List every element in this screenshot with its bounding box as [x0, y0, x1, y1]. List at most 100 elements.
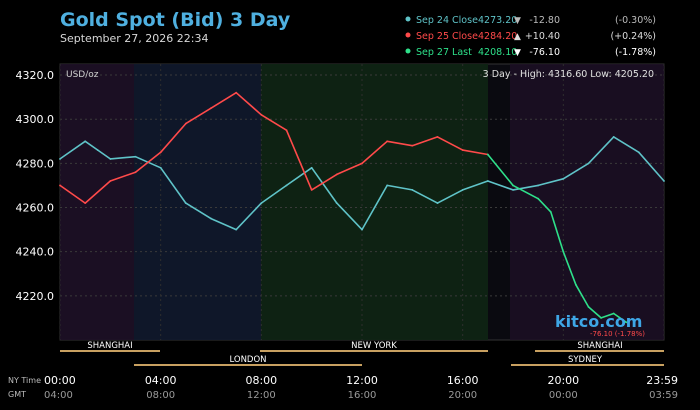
- session-bar-shanghai: [60, 350, 160, 352]
- x-axis: 00:00 04:00 04:00 08:00 08:00 12:00 12:00 16:00…: [44, 374, 678, 401]
- x-tick-label-gmt: 00:00: [549, 390, 578, 401]
- x-tick-label-gmt: 12:00: [247, 390, 276, 401]
- series-point: [59, 184, 61, 187]
- series-point: [235, 228, 238, 231]
- series-point: [84, 140, 87, 143]
- legend-price: 4273.20: [478, 15, 517, 26]
- series-point: [436, 135, 439, 138]
- y-tick-label: 4260.0: [16, 202, 55, 215]
- series-group: [59, 91, 665, 324]
- legend-change: -76.10: [529, 47, 560, 58]
- series-point: [386, 184, 389, 187]
- chart-datetime: September 27, 2026 22:34: [60, 32, 208, 45]
- session-label-shanghai: SHANGHAI: [87, 341, 132, 351]
- series-point: [96, 149, 99, 152]
- series-point: [537, 197, 540, 200]
- legend-change: -12.80: [529, 15, 560, 26]
- session-bar-newyork: [260, 350, 488, 352]
- series-point: [562, 250, 565, 253]
- legend-label: Sep 27 Last: [416, 47, 472, 58]
- series-point: [235, 91, 238, 94]
- series-point: [386, 140, 389, 143]
- x-tick-label-gmt: 20:00: [448, 390, 477, 401]
- x-tick-label-gmt: 08:00: [146, 390, 175, 401]
- legend-arrow-icon: ▼: [514, 16, 521, 26]
- series-point: [612, 312, 615, 315]
- session-label-shanghai-2: SHANGHAI: [577, 341, 622, 351]
- series-point: [310, 188, 313, 191]
- x-tick-label-ny: 20:00: [547, 374, 579, 387]
- watermark-logo: kitco.com: [555, 312, 642, 331]
- session-shade-asia-2: [510, 64, 664, 340]
- gmt-label: GMT: [8, 390, 26, 399]
- x-tick-label-gmt: 16:00: [348, 390, 377, 401]
- legend-item-sep25: Sep 25 Close 4284.20 ▲ +10.40 (+0.24%): [405, 31, 656, 42]
- series-point: [411, 144, 414, 147]
- unit-label: USD/oz: [66, 70, 99, 80]
- legend-arrow-icon: ▼: [514, 48, 521, 58]
- series-point: [310, 166, 313, 169]
- series-point: [285, 184, 288, 187]
- session-label-newyork: NEW YORK: [351, 341, 397, 351]
- y-axis: 4220.0 4240.0 4260.0 4280.0 4300.0 4320.0: [16, 69, 55, 303]
- session-shade-asia: [60, 64, 134, 340]
- legend-dot-icon: [405, 16, 411, 22]
- series-point: [486, 180, 489, 182]
- x-tick-label-ny: 08:00: [245, 374, 277, 387]
- series-point: [184, 122, 187, 125]
- series-point: [84, 202, 87, 205]
- series-point: [285, 129, 288, 132]
- series-line-0: [59, 136, 665, 231]
- series-point: [637, 151, 640, 154]
- legend-label: Sep 24 Close: [416, 15, 478, 26]
- x-tick-label-ny: 12:00: [346, 374, 378, 387]
- series-point: [537, 184, 540, 187]
- session-label-sydney: SYDNEY: [568, 355, 603, 365]
- series-line-2: [487, 153, 627, 323]
- series-point: [59, 158, 61, 160]
- x-tick-label-ny: 00:00: [44, 374, 76, 387]
- series-point: [361, 228, 363, 231]
- legend-item-sep27: Sep 27 Last 4208.10 ▼ -76.10 (-1.78%): [405, 47, 656, 58]
- x-tick-label-ny: 16:00: [447, 374, 479, 387]
- series-point: [260, 202, 263, 205]
- series-point: [562, 177, 565, 180]
- legend-arrow-icon: ▲: [514, 32, 521, 42]
- y-tick-label: 4280.0: [16, 157, 55, 170]
- series-point: [663, 180, 665, 182]
- legend-price: 4284.20: [478, 31, 517, 42]
- series-point: [335, 173, 338, 176]
- x-tick-label-ny: 23:59: [646, 374, 678, 387]
- series-point: [335, 202, 338, 205]
- series-point: [159, 166, 162, 169]
- session-bars: SHANGHAI NEW YORK SHANGHAI LONDON SYDNEY: [60, 341, 664, 366]
- legend-change: +10.40: [525, 31, 560, 42]
- session-shade-newyork: [261, 64, 488, 340]
- y-tick-label: 4220.0: [16, 290, 55, 303]
- chart-title: Gold Spot (Bid) 3 Day: [60, 9, 291, 31]
- x-tick-label-gmt: 04:00: [44, 390, 73, 401]
- series-point: [436, 202, 439, 205]
- series-point: [587, 162, 590, 165]
- x-tick-label-gmt: 03:59: [649, 390, 678, 401]
- series-point: [512, 184, 514, 187]
- legend: Sep 24 Close 4273.20 ▼ -12.80 (-0.30%) S…: [405, 15, 656, 58]
- series-point: [260, 113, 263, 116]
- series-point: [486, 153, 489, 156]
- series-point: [587, 305, 590, 308]
- y-tick-label: 4240.0: [16, 246, 55, 259]
- legend-pct: (+0.24%): [610, 31, 656, 42]
- series-point: [109, 158, 112, 160]
- session-bar-london: [134, 364, 362, 366]
- range-label: 3 Day - High: 4316.60 Low: 4205.20: [483, 69, 654, 80]
- series-point: [612, 135, 615, 138]
- series-point: [575, 283, 577, 286]
- session-shade-europe: [134, 64, 261, 340]
- ny-time-label: NY Time: [8, 376, 41, 385]
- session-bar-sydney: [511, 364, 664, 366]
- legend-price: 4208.10: [478, 47, 517, 58]
- series-point: [134, 155, 137, 158]
- legend-dot-icon: [405, 48, 411, 54]
- series-point: [600, 317, 602, 319]
